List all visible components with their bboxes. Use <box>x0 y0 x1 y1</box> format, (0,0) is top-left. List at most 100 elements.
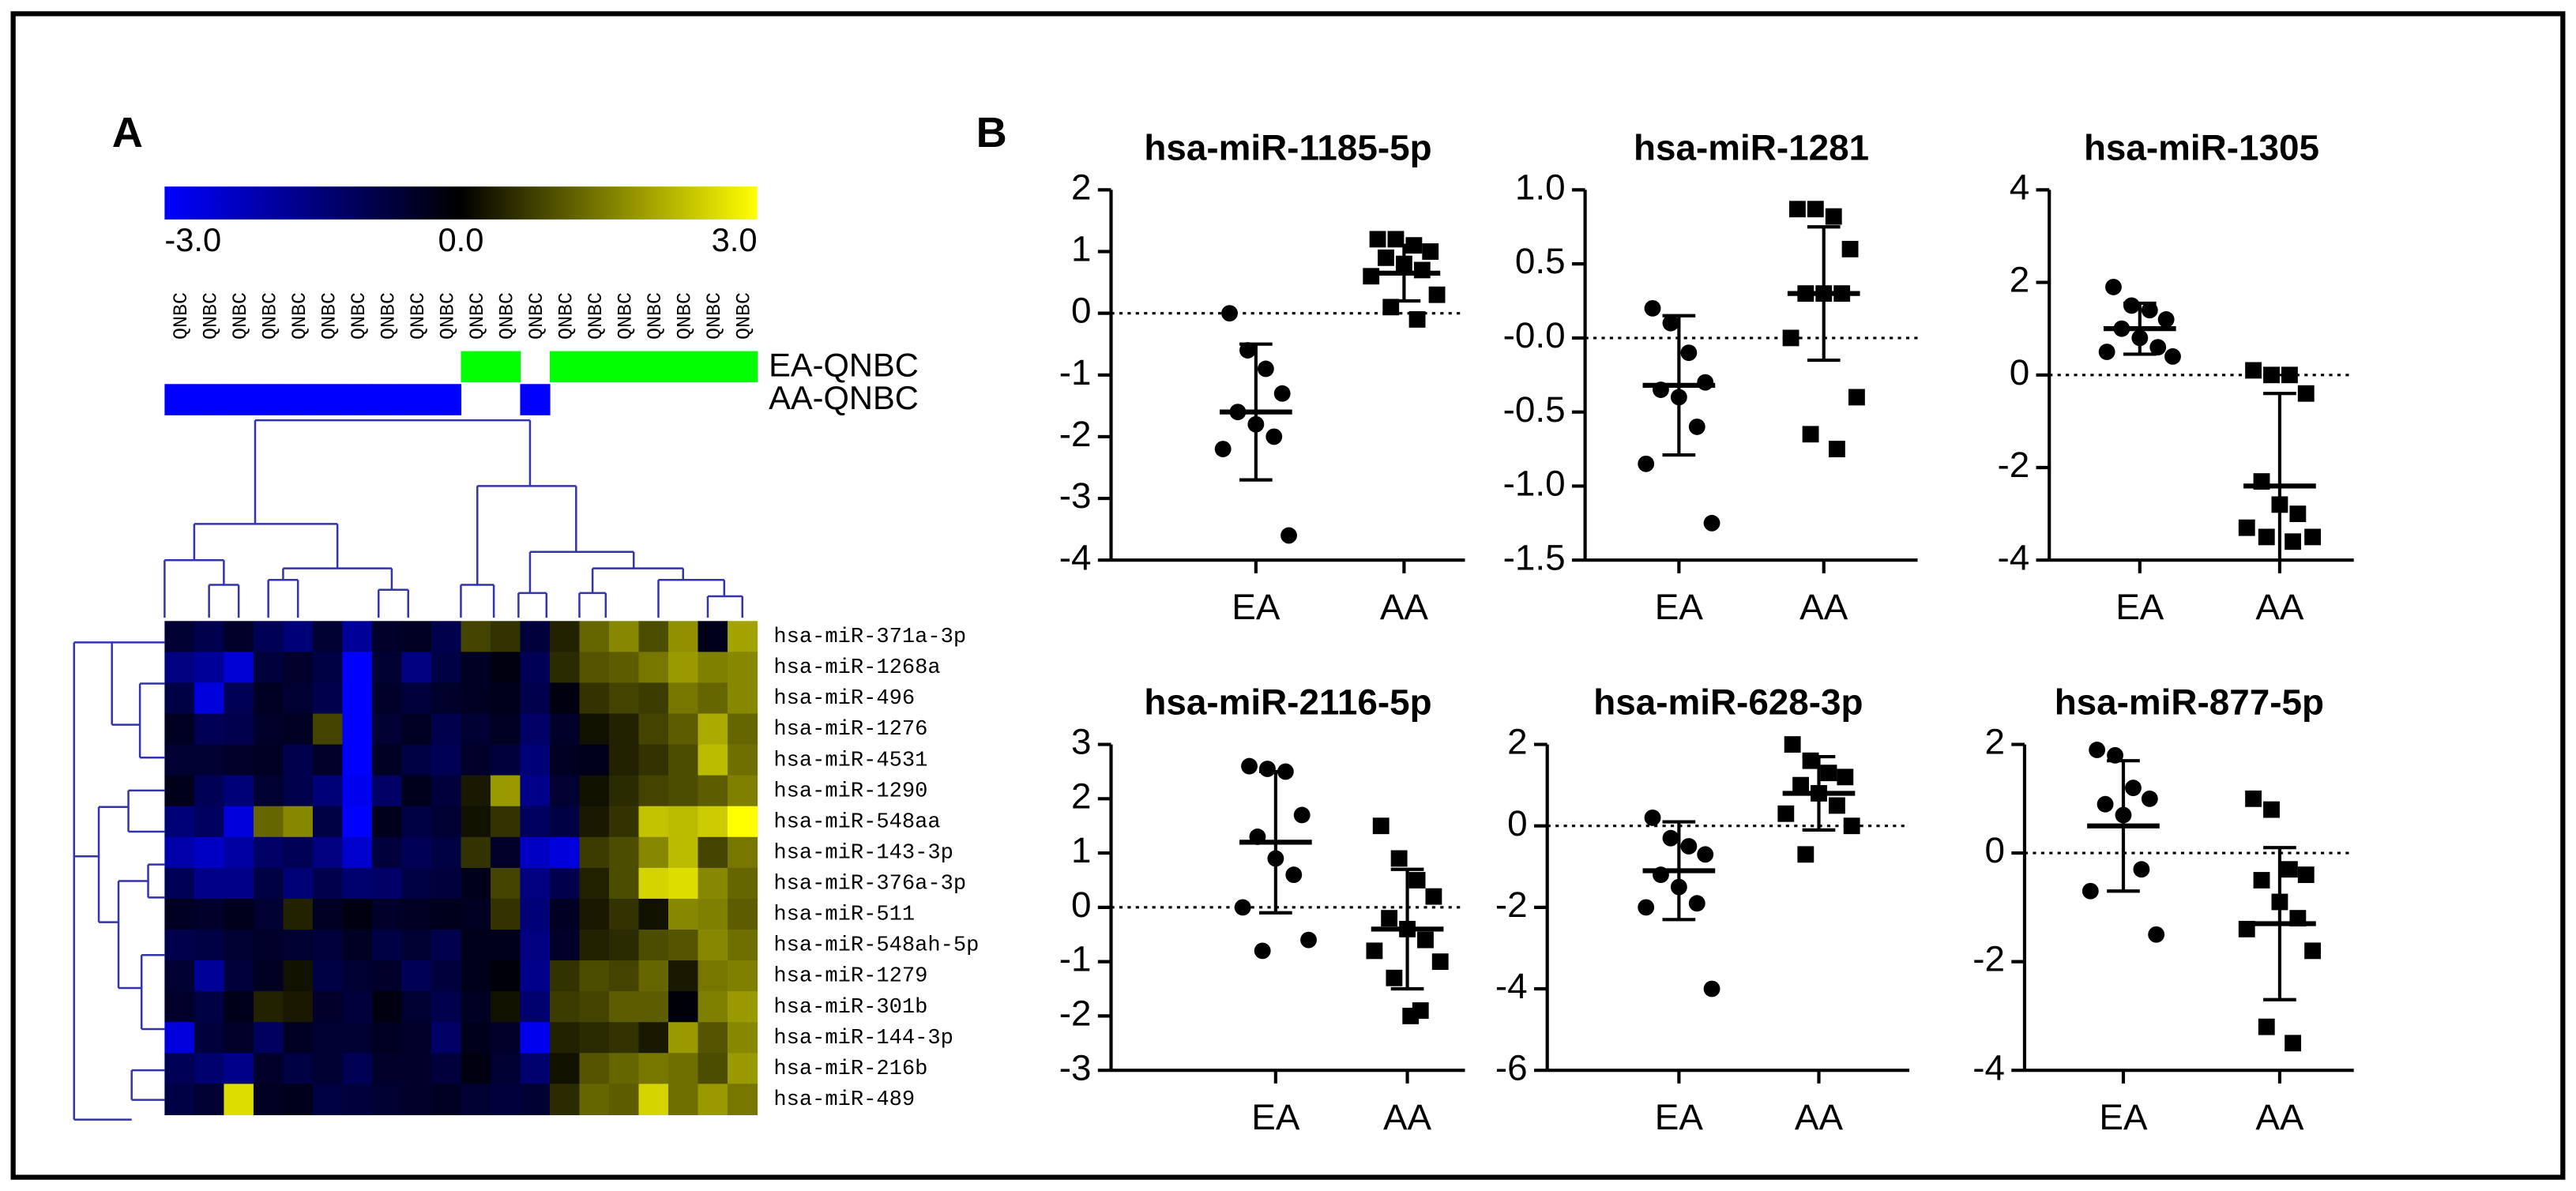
heatmap-cell <box>371 806 403 838</box>
group-cell <box>698 351 728 383</box>
heatmap-cell <box>727 713 758 746</box>
data-point <box>2123 297 2140 314</box>
data-point <box>1688 419 1705 435</box>
heatmap-cell <box>490 1022 521 1054</box>
heatmap-cell <box>698 713 728 746</box>
heatmap-cell <box>668 713 699 746</box>
heatmap-cell <box>549 713 581 746</box>
heatmap-cell <box>608 713 640 746</box>
data-point <box>1280 527 1297 544</box>
group-cell <box>312 384 344 415</box>
data-point <box>2125 780 2142 797</box>
heatmap-cell <box>461 1022 491 1054</box>
data-point <box>2297 385 2315 402</box>
heatmap-cell <box>401 1053 432 1084</box>
data-point <box>2245 362 2262 379</box>
heatmap-cell <box>342 991 373 1023</box>
heatmap-cell <box>164 991 195 1023</box>
data-point <box>1680 838 1698 855</box>
colorbar-tick-label: -3.0 <box>164 221 221 258</box>
heatmap-cell <box>401 621 432 652</box>
heatmap-cell <box>638 991 669 1023</box>
heatmap-cell <box>342 744 373 776</box>
data-point <box>1402 1007 1420 1024</box>
heatmap-cell <box>253 836 284 869</box>
heatmap-cell <box>283 1084 314 1116</box>
data-point <box>2285 1035 2302 1052</box>
heatmap-cell <box>164 960 195 992</box>
y-tick-label: -3 <box>1059 475 1092 516</box>
heatmap-cell <box>371 744 403 776</box>
heatmap-cell <box>638 806 669 838</box>
heatmap-cell <box>638 621 669 652</box>
heatmap-cell <box>253 713 284 746</box>
heatmap-cell <box>461 744 491 776</box>
heatmap-cell <box>698 1084 728 1116</box>
heatmap-cell <box>401 960 432 992</box>
heatmap-cell <box>698 1022 728 1054</box>
heatmap-cell <box>164 929 195 961</box>
row-label: hsa-miR-548ah-5p <box>773 934 979 958</box>
group-cell <box>461 351 491 383</box>
data-point <box>2289 505 2307 523</box>
column-label: QNBC <box>703 292 726 340</box>
column-label: QNBC <box>614 292 637 340</box>
heatmap-cell <box>490 898 521 930</box>
plot-title: hsa-miR-1305 <box>2084 127 2319 167</box>
heatmap-cell <box>164 1084 195 1116</box>
y-tick-label: -0.0 <box>1503 315 1566 355</box>
x-tick-label: EA <box>1655 587 1704 627</box>
row-label: hsa-miR-1290 <box>773 779 927 803</box>
heatmap-cell <box>164 898 195 930</box>
data-point <box>1428 286 1446 303</box>
heatmap-cell <box>461 1053 491 1084</box>
data-point <box>1234 899 1251 916</box>
heatmap-cell <box>520 929 551 961</box>
heatmap-cell <box>224 682 254 715</box>
error-bar <box>2263 392 2296 561</box>
heatmap-cell <box>431 991 462 1023</box>
error-bar <box>2263 846 2296 1001</box>
column-label: QNBC <box>258 292 281 340</box>
heatmap-cell <box>579 621 610 652</box>
heatmap-cell <box>579 682 610 715</box>
heatmap-cell <box>253 744 284 776</box>
data-point <box>1369 231 1386 248</box>
data-point <box>1239 342 1256 359</box>
heatmap-cell <box>164 775 195 807</box>
heatmap-cell <box>698 867 728 900</box>
heatmap-cell <box>431 929 462 961</box>
heatmap-cell <box>342 836 373 869</box>
heatmap-cell <box>253 867 284 900</box>
row-label: hsa-miR-144-3p <box>773 1026 953 1050</box>
heatmap-cell <box>342 621 373 652</box>
data-point <box>1417 931 1434 949</box>
y-tick-label: -4 <box>1997 537 2029 577</box>
heatmap-cell <box>312 1053 344 1084</box>
heatmap-cell <box>608 652 640 684</box>
heatmap-cell <box>312 898 344 930</box>
heatmap-cell <box>668 1084 699 1116</box>
heatmap-cell <box>194 867 225 900</box>
heatmap-cell <box>461 836 491 869</box>
data-point <box>1257 360 1274 378</box>
heatmap-cell <box>194 1084 225 1116</box>
heatmap-cell <box>342 713 373 746</box>
heatmap-cell <box>579 929 610 961</box>
heatmap-cell <box>253 1022 284 1054</box>
data-point <box>1792 776 1809 794</box>
data-point <box>2245 790 2262 807</box>
heatmap-cell <box>224 960 254 992</box>
heatmap-cell <box>549 744 581 776</box>
heatmap-cell <box>608 744 640 776</box>
column-dendrogram <box>164 419 744 618</box>
heatmap-cell <box>668 898 699 930</box>
y-tick-label: 1.0 <box>1515 167 1566 207</box>
heatmap-cell <box>164 682 195 715</box>
heatmap-cell <box>431 1084 462 1116</box>
heatmap-cell <box>549 652 581 684</box>
data-point <box>1382 299 1400 316</box>
data-point <box>1431 953 1449 971</box>
data-point <box>2258 528 2275 546</box>
